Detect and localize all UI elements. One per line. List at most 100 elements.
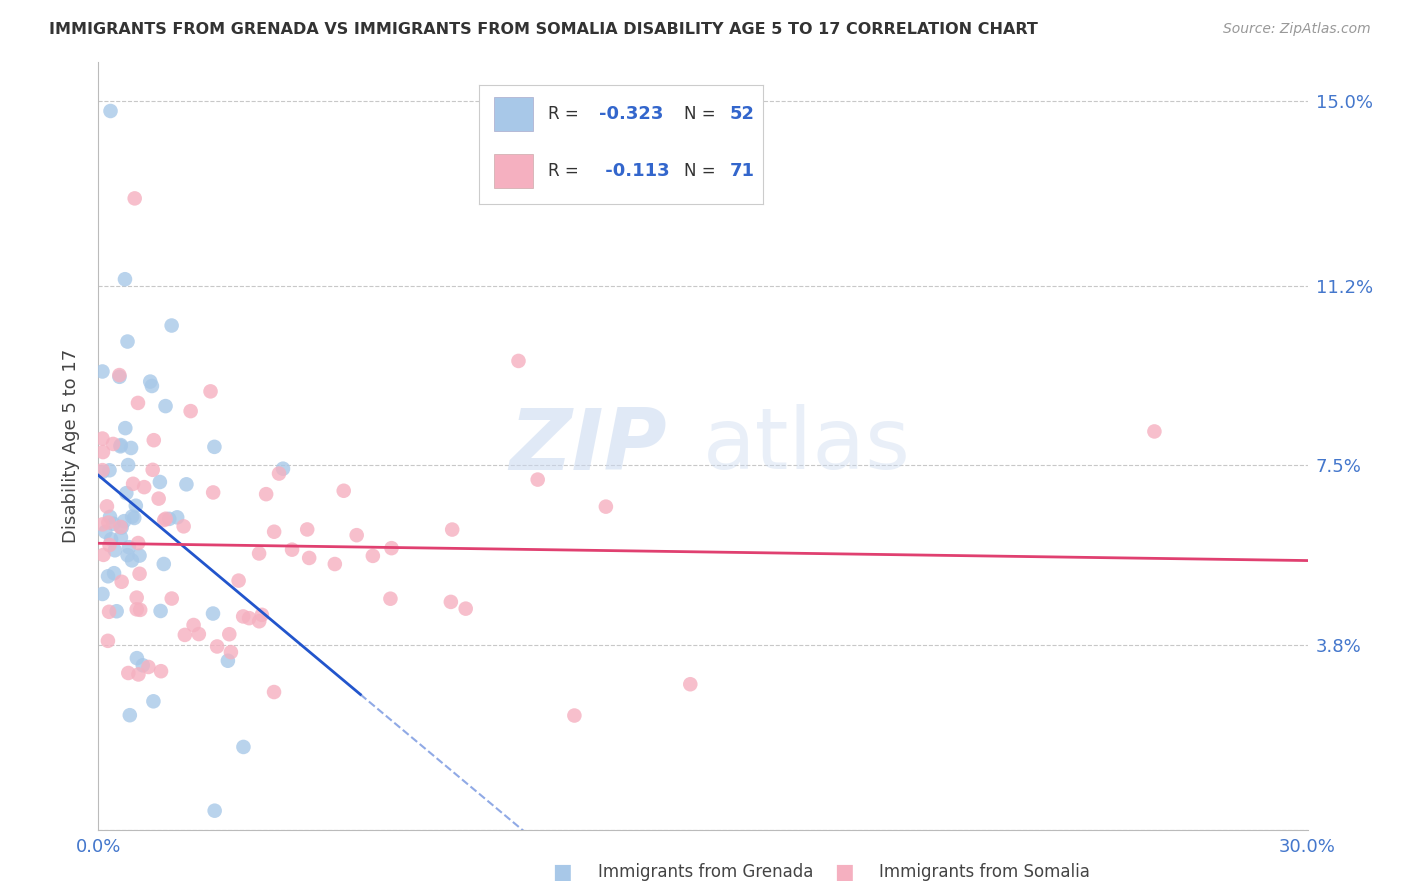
Point	[298, 551, 321, 566]
Point	[218, 627, 240, 641]
Text: Source: ZipAtlas.com: Source: ZipAtlas.com	[1223, 22, 1371, 37]
Point	[98, 605, 121, 619]
Point	[103, 566, 125, 581]
Y-axis label: Disability Age 5 to 17: Disability Age 5 to 17	[62, 349, 80, 543]
Point	[346, 528, 368, 542]
Point	[508, 354, 530, 368]
Point	[114, 421, 136, 435]
Point	[97, 633, 120, 648]
Point	[110, 520, 132, 534]
Point	[110, 530, 132, 544]
Point	[117, 548, 139, 562]
Point	[142, 433, 165, 447]
Point	[380, 591, 402, 606]
Point	[204, 804, 226, 818]
Point	[98, 538, 121, 552]
Point	[263, 524, 285, 539]
Point	[91, 364, 114, 378]
Point	[160, 318, 183, 333]
Point	[232, 739, 254, 754]
Text: Immigrants from Somalia: Immigrants from Somalia	[879, 863, 1090, 881]
Point	[100, 103, 122, 118]
Point	[281, 542, 304, 557]
Point	[97, 516, 120, 530]
Text: atlas: atlas	[703, 404, 911, 488]
Point	[173, 628, 195, 642]
Point	[160, 591, 183, 606]
Point	[111, 574, 134, 589]
Point	[121, 509, 143, 524]
Point	[124, 191, 146, 205]
Point	[121, 553, 143, 567]
Point	[263, 685, 285, 699]
Text: ZIP: ZIP	[509, 404, 666, 488]
Point	[454, 601, 477, 615]
Point	[104, 543, 127, 558]
Point	[100, 533, 122, 547]
Point	[98, 509, 121, 524]
Point	[228, 574, 250, 588]
Point	[153, 513, 176, 527]
Point	[332, 483, 354, 498]
Point	[91, 445, 114, 459]
Point	[155, 512, 177, 526]
Point	[110, 439, 132, 453]
Point	[149, 475, 172, 489]
Point	[247, 614, 270, 628]
Text: Immigrants from Grenada: Immigrants from Grenada	[598, 863, 813, 881]
Point	[117, 334, 139, 349]
Point	[157, 512, 180, 526]
Point	[91, 463, 114, 477]
Point	[183, 618, 205, 632]
Point	[440, 595, 463, 609]
Point	[101, 437, 124, 451]
Point	[247, 546, 270, 560]
Point	[254, 487, 277, 501]
Point	[267, 467, 290, 481]
Point	[127, 667, 149, 681]
Point	[204, 440, 226, 454]
Point	[155, 399, 177, 413]
Point	[142, 463, 165, 477]
Point	[173, 519, 195, 533]
Point	[110, 520, 132, 534]
Point	[219, 645, 242, 659]
Point	[187, 627, 209, 641]
Point	[202, 485, 225, 500]
Text: ■: ■	[834, 863, 853, 882]
Point	[201, 607, 224, 621]
Point	[150, 664, 173, 678]
Point	[679, 677, 702, 691]
Point	[1143, 425, 1166, 439]
Point	[526, 473, 548, 487]
Point	[128, 549, 150, 563]
Point	[139, 375, 162, 389]
Point	[103, 516, 125, 531]
Text: IMMIGRANTS FROM GRENADA VS IMMIGRANTS FROM SOMALIA DISABILITY AGE 5 TO 17 CORREL: IMMIGRANTS FROM GRENADA VS IMMIGRANTS FR…	[49, 22, 1038, 37]
Point	[122, 476, 145, 491]
Point	[141, 379, 163, 393]
Point	[129, 603, 152, 617]
Point	[132, 658, 155, 673]
Point	[380, 541, 402, 556]
Point	[122, 511, 145, 525]
Point	[250, 607, 273, 622]
Point	[149, 604, 172, 618]
Point	[142, 694, 165, 708]
Point	[110, 438, 132, 452]
Point	[200, 384, 222, 399]
Point	[134, 480, 156, 494]
Point	[232, 609, 254, 624]
Point	[323, 557, 346, 571]
Point	[297, 523, 319, 537]
Point	[176, 477, 198, 491]
Point	[93, 548, 115, 562]
Point	[125, 591, 148, 605]
Point	[115, 486, 138, 500]
Point	[118, 708, 141, 723]
Point	[114, 272, 136, 286]
Point	[120, 441, 142, 455]
Point	[125, 499, 148, 513]
Point	[180, 404, 202, 418]
Point	[205, 640, 228, 654]
